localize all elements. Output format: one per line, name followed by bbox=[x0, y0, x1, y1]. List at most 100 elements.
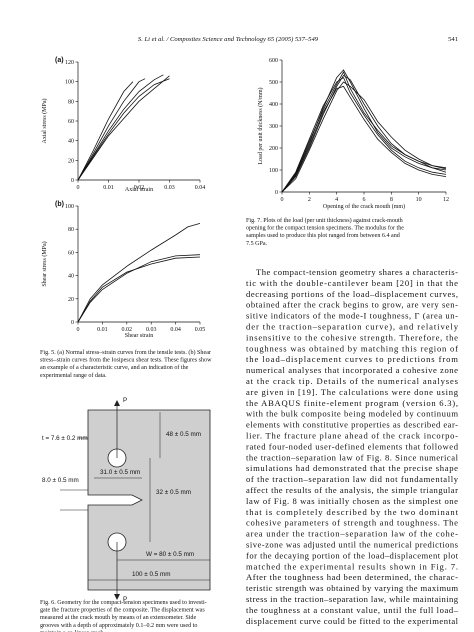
caption-line: experimental range of data. bbox=[40, 372, 107, 379]
dim-label: 48 ± 0.5 mm bbox=[166, 431, 201, 438]
dim-label: P bbox=[123, 397, 127, 404]
specimen-diagram: P 48 ± 0.5 mm t = 7.6 ± 0.2 mm 31.0 ± 0.… bbox=[42, 397, 211, 603]
body-line: sitive indicators of the mode-I toughnes… bbox=[246, 311, 458, 321]
running-title: S. Li et al. / Composites Science and Te… bbox=[138, 36, 319, 43]
dim-label: 100 ± 0.5 mm bbox=[132, 571, 170, 578]
x-tick-label: 0.03 bbox=[146, 327, 157, 333]
arrow-head bbox=[114, 400, 120, 406]
body-line: rated four-noded user-defined elements t… bbox=[246, 441, 459, 451]
caption-line: measured at the crack mouth by means of … bbox=[40, 614, 196, 621]
body-line: simulations had demonstrated that the pr… bbox=[246, 463, 458, 473]
x-axis-label: Opening of the crack mouth (mm) bbox=[323, 203, 405, 210]
x-tick-label: 0 bbox=[281, 197, 284, 203]
y-tick-label: 0 bbox=[71, 178, 74, 184]
x-tick-label: 0.02 bbox=[134, 185, 145, 191]
body-line: teristic strength was obtained by varyin… bbox=[246, 583, 458, 593]
body-line: obtained after the crack begins to grow,… bbox=[246, 300, 458, 310]
y-tick-label: 80 bbox=[68, 227, 74, 233]
x-tick-label: 0.05 bbox=[195, 327, 206, 333]
body-line: tic with the double-cantilever beam [20]… bbox=[246, 278, 458, 288]
body-line: of the traction–separation law did not f… bbox=[246, 474, 459, 484]
x-tick-label: 0.04 bbox=[195, 185, 206, 191]
y-axis-label: Load per unit thickness (N/mm) bbox=[257, 88, 264, 165]
body-line: that is completely described by the two … bbox=[246, 507, 459, 517]
body-line: the ABAQUS finite-element program (versi… bbox=[246, 398, 458, 408]
body-line: the toughness at a constant value, until… bbox=[246, 605, 459, 615]
x-axis-label: Axial strain bbox=[125, 187, 153, 193]
body-line: der the traction–separation curve), and … bbox=[246, 322, 459, 332]
body-line: displacement curve could be fitted to th… bbox=[246, 616, 459, 626]
y-tick-label: 20 bbox=[68, 297, 74, 303]
y-tick-label: 600 bbox=[269, 58, 278, 64]
body-line: elements with constitutive properties as… bbox=[246, 420, 458, 430]
caption-line: gate the fracture properties of the comp… bbox=[40, 607, 205, 614]
y-tick-label: 20 bbox=[68, 158, 74, 164]
y-tick-label: 100 bbox=[65, 80, 74, 86]
data-line bbox=[281, 85, 447, 193]
page-number: 541 bbox=[448, 36, 458, 43]
x-tick-label: 0 bbox=[77, 327, 80, 333]
caption-line: Fig. 5. (a) Normal stress–strain curves … bbox=[40, 349, 211, 356]
y-axis-label: Axial stress (MPa) bbox=[41, 99, 48, 144]
y-tick-label: 60 bbox=[68, 119, 74, 125]
body-line: sive-zone was adjusted until the numeric… bbox=[246, 540, 459, 550]
body-line: toughness was obtained by matching this … bbox=[246, 343, 458, 353]
x-tick-label: 0.02 bbox=[122, 327, 133, 333]
data-line bbox=[77, 256, 201, 323]
data-line bbox=[281, 69, 447, 193]
x-tick-label: 2 bbox=[308, 197, 311, 203]
body-line: stress in the traction–separation law, w… bbox=[246, 594, 459, 604]
y-tick-label: 80 bbox=[68, 99, 74, 105]
dim-label: P bbox=[123, 596, 127, 603]
body-line: cohesive parameters of strength and toug… bbox=[246, 518, 458, 528]
dim-label: 31.0 ± 0.5 mm bbox=[100, 469, 140, 476]
y-tick-label: 100 bbox=[269, 168, 278, 174]
data-line bbox=[77, 74, 164, 181]
data-line bbox=[77, 81, 134, 181]
x-axis-label: Shear strain bbox=[125, 333, 154, 339]
y-tick-label: 200 bbox=[269, 146, 278, 152]
y-tick-label: 100 bbox=[65, 204, 74, 210]
dim-label: W = 80 ± 0.5 mm bbox=[146, 551, 194, 558]
x-tick-label: 6 bbox=[363, 197, 366, 203]
panel-label: (b) bbox=[55, 201, 64, 208]
dim-label: 32 ± 0.5 mm bbox=[156, 489, 191, 496]
body-line: lier. The fracture plane ahead of the cr… bbox=[246, 431, 458, 441]
x-tick-label: 4 bbox=[335, 197, 338, 203]
x-tick-label: 10 bbox=[416, 197, 422, 203]
data-line bbox=[281, 71, 447, 193]
panel-label: (a) bbox=[55, 57, 64, 64]
data-line bbox=[77, 223, 201, 323]
caption-line: an example of a characteristic curve, an… bbox=[40, 364, 189, 371]
body-line: at the crack tip. Details of the numeric… bbox=[246, 376, 459, 386]
body-line: numerical analyses that incorporated a c… bbox=[246, 365, 458, 375]
body-line: for the decaying portion of the load–dis… bbox=[246, 550, 459, 560]
data-line bbox=[77, 75, 170, 181]
y-tick-label: 40 bbox=[68, 139, 74, 145]
caption-line: maintain a co-linear crack. bbox=[40, 630, 105, 632]
chart: 0 0.01 0.02 0.03 0.04 0 20 40 60 80 100 120(a) Axial… bbox=[41, 57, 205, 193]
x-tick-label: 8 bbox=[390, 197, 393, 203]
caption-line: samples used to produce this plot ranged… bbox=[246, 232, 400, 239]
arrow-head bbox=[114, 594, 120, 600]
caption-line: grooves with a depth of approximately 0.… bbox=[40, 622, 197, 629]
body-line: decreasing portions of the load–displace… bbox=[246, 289, 458, 299]
body-line: area under the traction–separation law o… bbox=[246, 529, 458, 539]
x-tick-label: 0 bbox=[77, 185, 80, 191]
caption-line: Fig. 7. Plots of the load (per unit thic… bbox=[246, 217, 403, 224]
body-line: the load–displacement curves to predicti… bbox=[246, 354, 458, 364]
body-line: affect the results of the analysis, the … bbox=[246, 485, 458, 495]
x-tick-label: 12 bbox=[443, 197, 449, 203]
caption-line: 7.5 GPa. bbox=[246, 241, 268, 247]
y-tick-label: 300 bbox=[269, 124, 278, 130]
caption-line: stress–strain curves from the Iosipescu … bbox=[40, 357, 212, 364]
data-line bbox=[77, 254, 201, 323]
body-line: are given in [19]. The calculations were… bbox=[246, 387, 459, 397]
data-line bbox=[281, 74, 447, 193]
dim-label: t = 7.6 ± 0.2 mm bbox=[42, 435, 88, 442]
chart: 0 0.01 0.02 0.03 0.04 0.05 0 20 40 60 80 100(b) Shea… bbox=[41, 201, 205, 339]
body-line: insensitive to the cohesive strength. Th… bbox=[246, 332, 458, 342]
body-line: the traction–separation law of Fig. 8. S… bbox=[246, 452, 459, 462]
caption-line: opening for the compact tension specimen… bbox=[246, 225, 404, 232]
